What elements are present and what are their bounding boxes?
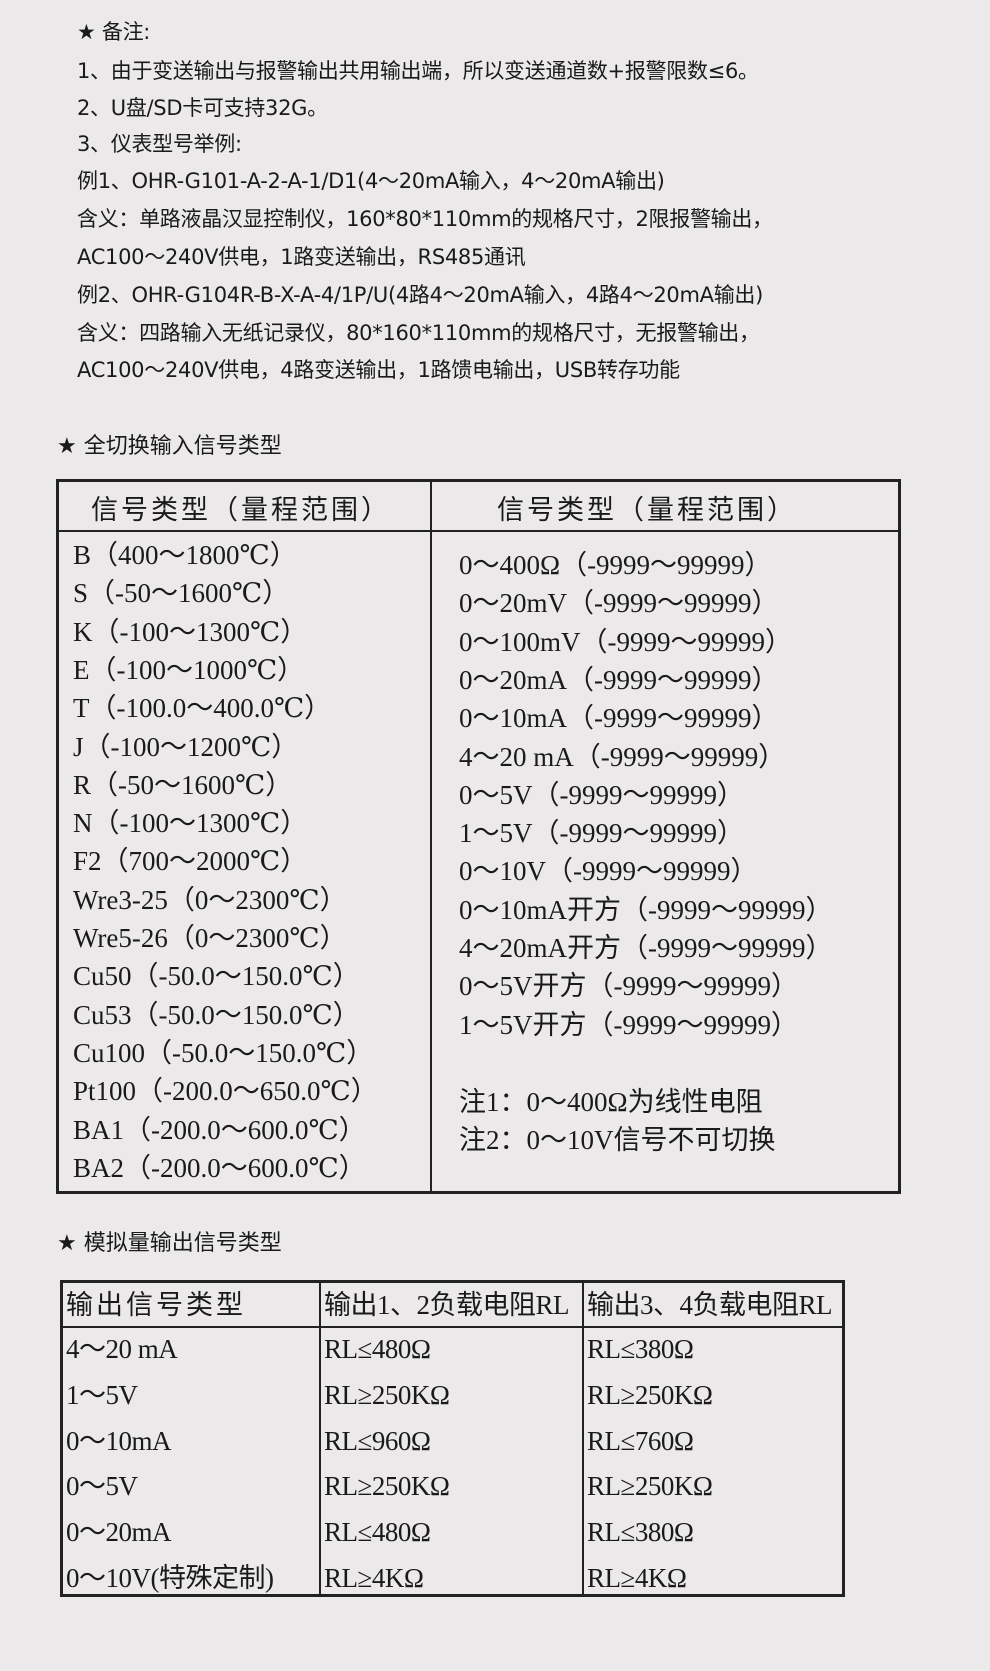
input-type-right: 0～400Ω（-9999～99999）	[459, 550, 772, 580]
input-type-right: 0～100mV（-9999～99999）	[459, 626, 792, 657]
input-type-left: Pt100（-200.0～650.0℃）	[73, 1076, 378, 1107]
output-cell: RL≥250KΩ	[587, 1379, 713, 1410]
output-cell: 0～10mA	[66, 1425, 172, 1456]
output-section-title: ★ 模拟量输出信号类型	[57, 1231, 282, 1256]
input-type-left: J（-100～1200℃）	[73, 731, 299, 762]
note-line: 例1、OHR-G101-A-2-A-1/D1(4～20mA输入，4～20mA输出…	[77, 169, 665, 193]
note-line: 含义：四路输入无纸记录仪，80*160*110mm的规格尺寸，无报警输出，	[77, 321, 760, 345]
output-cell: RL≥250KΩ	[324, 1379, 450, 1410]
input-type-left: Wre3-25（0～2300℃）	[73, 884, 347, 915]
input-type-left: BA2（-200.0～600.0℃）	[73, 1152, 366, 1183]
table-header: 输出3、4负载电阻RL	[587, 1290, 833, 1320]
input-section-title: ★ 全切换输入信号类型	[57, 434, 282, 459]
note-line: 3、仪表型号举例:	[77, 132, 242, 156]
input-type-right: 0～10V（-9999～99999）	[459, 856, 758, 887]
input-type-left: S（-50～1600℃）	[73, 578, 290, 609]
input-type-right: 0～20mV（-9999～99999）	[459, 588, 779, 619]
table-header: 信号类型（量程范围）	[497, 495, 797, 525]
output-cell: 1～5V	[66, 1379, 138, 1410]
input-type-right: 0～5V（-9999～99999）	[459, 779, 744, 810]
input-type-right: 4～20 mA（-9999～99999）	[459, 741, 786, 772]
input-type-right: 4～20mA开方（-9999～99999）	[459, 933, 833, 963]
note-line: AC100～240V供电，4路变送输出，1路馈电输出，USB转存功能	[77, 358, 680, 382]
output-cell: RL≤480Ω	[324, 1334, 431, 1364]
column-divider	[582, 1283, 584, 1594]
output-cell: RL≥250KΩ	[324, 1471, 450, 1502]
input-type-left: B（400～1800℃）	[73, 540, 297, 570]
header-divider	[63, 1326, 842, 1328]
input-type-left: Cu53（-50.0～150.0℃）	[73, 999, 360, 1030]
input-type-left: K（-100～1300℃）	[73, 616, 308, 647]
output-cell: 4～20 mA	[66, 1334, 178, 1364]
input-type-left: F2（700～2000℃）	[73, 846, 308, 877]
input-type-right: 0～20mA（-9999～99999）	[459, 664, 779, 695]
input-type-left: BA1（-200.0～600.0℃）	[73, 1114, 366, 1145]
output-cell: RL≥4KΩ	[587, 1563, 687, 1593]
output-cell: RL≤760Ω	[587, 1425, 694, 1456]
input-type-left: N（-100～1300℃）	[73, 808, 308, 839]
input-type-right: 1～5V开方（-9999～99999）	[459, 1009, 798, 1040]
input-type-right: 1～5V（-9999～99999）	[459, 818, 744, 849]
input-type-left: Wre5-26（0～2300℃）	[73, 923, 347, 953]
note-line: 例2、OHR-G104R-B-X-A-4/1P/U(4路4～20mA输入，4路4…	[77, 283, 763, 307]
input-type-left: Cu100（-50.0～150.0℃）	[73, 1037, 374, 1068]
table-header: 输出1、2负载电阻RL	[324, 1290, 570, 1320]
table-header: 信号类型（量程范围）	[91, 495, 391, 525]
output-signal-table: 输出信号类型 输出1、2负载电阻RL 输出3、4负载电阻RL 4～20 mA RL…	[60, 1280, 845, 1597]
note-line: 1、由于变送输出与报警输出共用输出端，所以变送通道数+报警限数≤6。	[77, 59, 759, 83]
notes-title: ★ 备注:	[77, 20, 151, 44]
input-signal-table: 信号类型（量程范围） 信号类型（量程范围） B（400～1800℃） S（-50～…	[56, 479, 901, 1194]
input-type-left: R（-50～1600℃）	[73, 769, 293, 800]
table-header: 输出信号类型	[66, 1290, 246, 1320]
note-line: 2、U盘/SD卡可支持32G。	[77, 96, 328, 120]
input-type-right: 0～10mA（-9999～99999）	[459, 703, 779, 734]
output-cell: RL≤480Ω	[324, 1517, 431, 1548]
footnote: 注1：0～400Ω为线性电阻	[459, 1087, 763, 1117]
input-type-right: 0～10mA开方（-9999～99999）	[459, 894, 833, 925]
output-cell: RL≤960Ω	[324, 1425, 431, 1456]
column-divider	[319, 1283, 321, 1594]
output-cell: 0～20mA	[66, 1517, 172, 1548]
note-line: AC100～240V供电，1路变送输出，RS485通讯	[77, 245, 526, 269]
output-cell: 0～10V(特殊定制)	[66, 1563, 274, 1593]
note-line: 含义：单路液晶汉显控制仪，160*80*110mm的规格尺寸，2限报警输出，	[77, 207, 773, 231]
input-type-left: T（-100.0～400.0℃）	[73, 693, 332, 724]
output-cell: 0～5V	[66, 1471, 138, 1502]
input-type-left: E（-100～1000℃）	[73, 654, 305, 685]
column-divider	[430, 482, 432, 1191]
input-type-left: Cu50（-50.0～150.0℃）	[73, 961, 360, 992]
output-cell: RL≥4KΩ	[324, 1563, 424, 1593]
output-cell: RL≤380Ω	[587, 1334, 694, 1364]
input-type-right: 0～5V开方（-9999～99999）	[459, 971, 798, 1002]
output-cell: RL≤380Ω	[587, 1517, 694, 1548]
footnote: 注2：0～10V信号不可切换	[459, 1125, 776, 1155]
header-divider	[59, 530, 898, 532]
output-cell: RL≥250KΩ	[587, 1471, 713, 1502]
